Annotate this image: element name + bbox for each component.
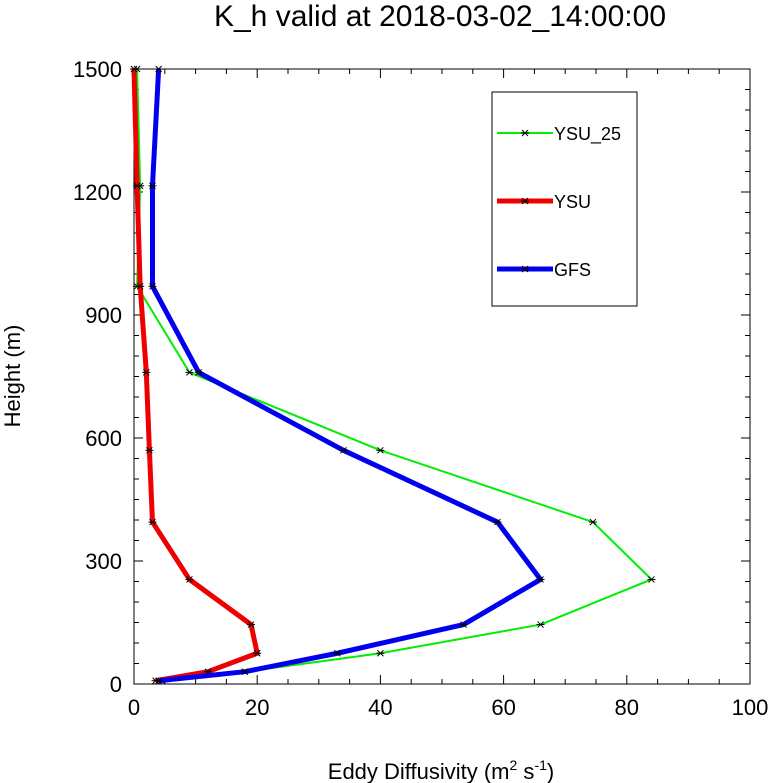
chart-title: K_h valid at 2018-03-02_14:00:00 [214,0,666,33]
data-point [253,649,262,657]
legend-marker [521,197,529,205]
x-axis-label-sup-2: 2 [510,757,518,773]
x-tick-label: 20 [245,695,269,720]
series-ysu [130,65,262,685]
x-axis-label-sup-neg1: -1 [534,757,547,773]
y-tick-label: 1500 [73,57,122,82]
data-point [240,668,249,676]
x-axis-label-mid: s [517,759,534,783]
data-point [247,621,256,628]
legend-marker [521,265,529,273]
data-point [536,576,545,583]
data-point [136,282,145,290]
y-tick-label: 1200 [73,180,122,205]
x-tick-label: 80 [615,695,639,720]
series-line [136,68,653,682]
data-point [133,182,142,190]
legend-entry: YSU [497,192,591,212]
legend-box [491,91,638,307]
series-line [149,68,544,684]
y-tick-label: 900 [85,303,122,328]
y-tick-label: 300 [85,549,122,574]
data-point [148,282,157,290]
x-axis-label-main: Eddy Diffusivity (m [328,759,510,783]
data-point [130,65,138,73]
data-point [459,621,468,628]
legend-marker [521,129,529,137]
y-tick-label: 600 [85,426,122,451]
legend-label: YSU [554,192,591,212]
data-point [536,621,545,628]
legend: YSU_25 YSU GFS [491,91,638,307]
series-gfs [148,65,545,685]
x-tick-label: 100 [732,695,769,720]
data-point [376,649,385,657]
legend-entry: GFS [497,260,591,280]
data-point [376,446,385,454]
data-point [142,369,151,376]
data-point [148,518,157,526]
x-tick-label: 60 [491,695,515,720]
x-tick-label: 0 [128,695,140,720]
data-point [339,446,348,454]
data-point [154,65,163,73]
x-axis-label-end: ) [547,759,554,783]
legend-entry: YSU_25 [497,124,621,145]
data-point [154,677,163,685]
data-point [145,446,154,454]
data-point [185,369,194,376]
axis-ticks: 0 20 40 60 80 100 0 300 600 900 1200 1500 [73,57,768,720]
y-axis-label: Height (m) [0,325,25,428]
data-point [588,518,597,526]
plot-border [133,68,751,685]
x-tick-label: 40 [368,695,392,720]
data-point [185,576,194,583]
plot-frame [133,68,751,685]
legend-label: GFS [554,260,591,280]
data-point [493,518,502,526]
legend-label: YSU_25 [554,124,621,145]
data-point [647,576,656,583]
data-point [194,369,203,376]
data-point [148,182,157,190]
y-tick-label: 0 [110,672,122,697]
series-layer [130,65,656,685]
data-point [333,649,342,657]
x-axis-label: Eddy Diffusivity (m2 s-1) [328,757,554,783]
series-ysu-25 [133,65,656,685]
